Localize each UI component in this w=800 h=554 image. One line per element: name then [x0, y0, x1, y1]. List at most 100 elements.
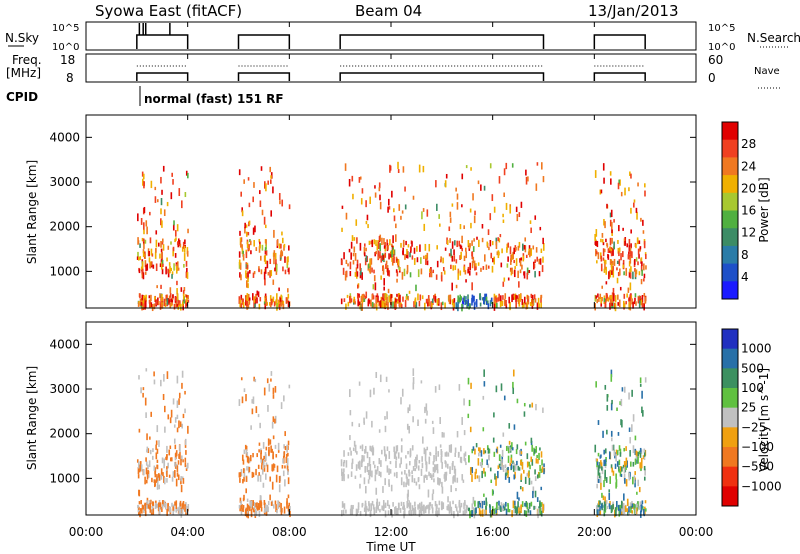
- echo-cell: [482, 266, 485, 270]
- colorbar-tick-label: 4: [741, 270, 749, 284]
- echo-cell: [242, 478, 244, 484]
- echo-cell: [163, 209, 166, 217]
- echo-cell: [463, 398, 465, 406]
- nsearch-tick-top: 10^5: [708, 23, 735, 34]
- echo-cell: [465, 279, 467, 283]
- echo-cell: [158, 440, 160, 447]
- echo-cell: [541, 459, 543, 466]
- echo-cell: [160, 468, 163, 474]
- echo-cell: [617, 271, 620, 277]
- echo-cell: [463, 266, 465, 273]
- echo-cell: [248, 246, 250, 251]
- echo-cell: [446, 505, 449, 511]
- echo-cell: [472, 246, 475, 252]
- echo-cell: [609, 237, 612, 246]
- echo-cell: [622, 510, 624, 515]
- echo-cell: [531, 402, 534, 408]
- echo-cell: [415, 481, 418, 486]
- echo-cell: [244, 222, 246, 229]
- echo-cell: [174, 453, 177, 458]
- echo-cell: [390, 254, 392, 258]
- echo-cell: [145, 461, 148, 466]
- echo-cell: [423, 302, 426, 311]
- echo-cell: [187, 228, 189, 234]
- echo-cell: [645, 265, 647, 270]
- echo-cell: [534, 469, 536, 475]
- echo-cell: [463, 225, 465, 230]
- echo-cell: [420, 380, 423, 384]
- echo-cell: [447, 496, 449, 503]
- echo-cell: [244, 226, 246, 234]
- echo-cell: [425, 254, 427, 259]
- echo-cell: [137, 510, 140, 515]
- echo-cell: [264, 278, 266, 286]
- echo-cell: [174, 462, 176, 467]
- echo-cell: [397, 258, 400, 266]
- echo-cell: [261, 209, 264, 216]
- echo-cell: [379, 194, 381, 201]
- echo-cell: [473, 238, 475, 242]
- cpid-label: CPID: [6, 90, 38, 104]
- echo-cell: [377, 241, 380, 250]
- echo-cell: [389, 469, 392, 474]
- echo-cell: [402, 296, 404, 302]
- echo-cell: [431, 302, 433, 309]
- echo-cell: [371, 500, 374, 506]
- echo-cell: [413, 301, 415, 308]
- echo-cell: [387, 302, 389, 309]
- echo-cell: [373, 387, 375, 395]
- echo-cell: [469, 243, 471, 248]
- echo-cell: [145, 264, 147, 272]
- echo-cell: [639, 501, 642, 507]
- echo-cell: [393, 446, 395, 453]
- echo-cell: [618, 504, 620, 511]
- echo-cell: [396, 445, 399, 452]
- echo-cell: [467, 413, 470, 419]
- echo-cell: [156, 285, 158, 289]
- echo-cell: [619, 466, 622, 473]
- echo-cell: [187, 504, 190, 509]
- y-tick-label: 4000: [49, 337, 80, 351]
- echo-cell: [380, 275, 382, 280]
- echo-cell: [483, 448, 485, 455]
- echo-cell: [388, 468, 390, 475]
- echo-cell: [424, 406, 426, 414]
- echo-cell: [499, 234, 502, 238]
- echo-cell: [607, 254, 610, 260]
- echo-cell: [399, 507, 402, 513]
- echo-cell: [460, 456, 463, 464]
- echo-cell: [269, 476, 272, 482]
- echo-cell: [245, 476, 248, 482]
- echo-cell: [518, 497, 520, 501]
- echo-cell: [474, 210, 476, 216]
- echo-cell: [471, 474, 473, 482]
- echo-cell: [526, 453, 529, 460]
- echo-cell: [503, 277, 506, 282]
- echo-cell: [288, 384, 291, 389]
- echo-cell: [637, 182, 639, 187]
- echo-cell: [182, 303, 184, 311]
- echo-cell: [345, 509, 347, 514]
- echo-cell: [179, 243, 182, 248]
- echo-cell: [628, 187, 630, 192]
- echo-cell: [539, 447, 541, 451]
- echo-cell: [415, 460, 418, 469]
- echo-cell: [280, 402, 283, 410]
- echo-cell: [402, 247, 405, 256]
- echo-cell: [240, 469, 243, 477]
- echo-cell: [484, 254, 486, 262]
- echo-cell: [411, 255, 414, 260]
- echo-cell: [361, 272, 363, 280]
- echo-cell: [502, 432, 505, 437]
- echo-cell: [626, 293, 628, 298]
- echo-cell: [259, 244, 261, 249]
- echo-cell: [245, 231, 248, 237]
- echo-cell: [144, 260, 147, 268]
- echo-cell: [493, 297, 496, 305]
- echo-cell: [265, 446, 268, 451]
- echo-cell: [483, 185, 486, 191]
- echo-cell: [415, 302, 418, 308]
- echo-cell: [465, 251, 468, 259]
- echo-cell: [356, 293, 359, 299]
- echo-cell: [186, 247, 189, 255]
